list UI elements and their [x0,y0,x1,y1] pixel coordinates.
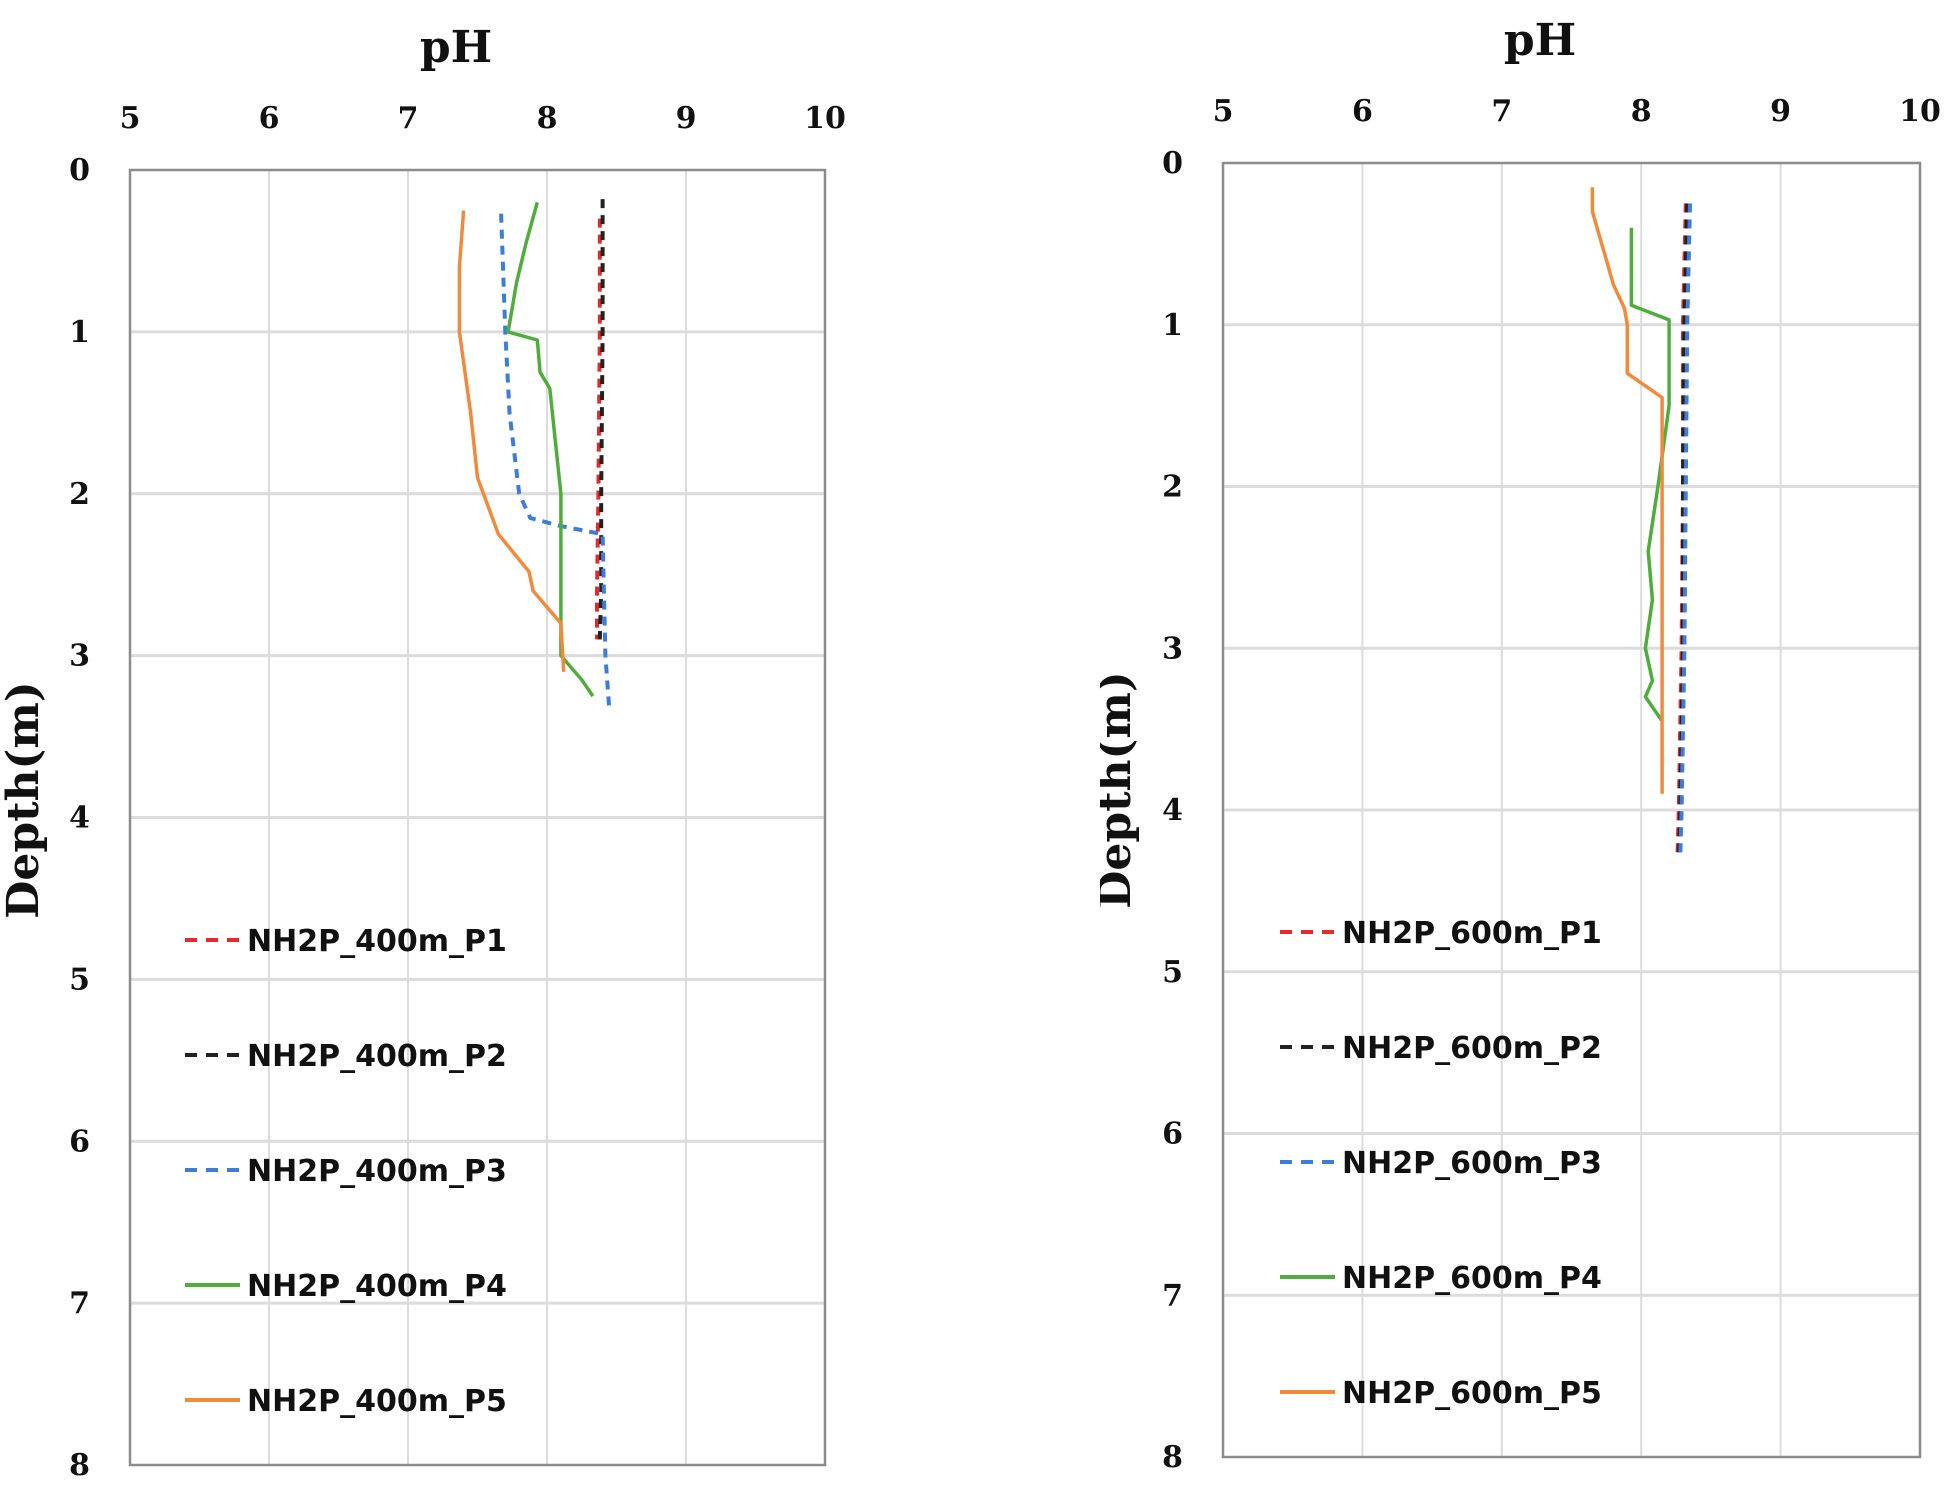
legend-label-1: NH2P_400m_P1 [247,924,507,959]
x-tick-label: 8 [1631,94,1652,129]
legend-label-2: NH2P_400m_P2 [247,1039,507,1074]
legend: NH2P_600m_P1 NH2P_600m_P2 NH2P_600m_P3 NH2P… [1280,916,1602,1411]
y-tick-label: 1 [1162,308,1183,343]
x-axis-title: pH [1504,15,1576,66]
y-tick-label: 7 [1162,1278,1183,1313]
y-axis-title: Depth(m) [1100,671,1141,908]
plot-area-frame [128,168,827,1467]
x-tick-label: 10 [804,101,846,136]
x-tick-label: 6 [1352,94,1373,129]
y-tick-label: 6 [69,1124,90,1159]
series-line-4 [1629,227,1671,722]
series-line-3 [1678,203,1692,859]
legend-label-4: NH2P_600m_P4 [1342,1261,1602,1296]
y-tick-label: 4 [69,801,90,836]
series-group [457,199,612,713]
series-line-5 [1590,187,1664,794]
y-tick-label: 5 [1162,955,1183,990]
series-group [1590,187,1692,859]
x-tick-label: 10 [1899,94,1941,129]
y-tick-label: 2 [69,477,90,512]
chart-600m: 5 6 7 8 9 10012345678pHDepth(m)NH2P_600m_P1NH… [1090,15,1941,1475]
plot-area-frame [1221,161,1922,1459]
y-tick-label: 8 [69,1448,90,1483]
y-tick-label: 3 [1162,631,1183,666]
legend-label-4: NH2P_400m_P4 [247,1269,507,1304]
series-line-5 [457,210,566,672]
series-line-3 [499,213,612,713]
y-tick-label: 0 [69,153,90,188]
y-tick-label: 1 [69,315,90,350]
legend-label-1: NH2P_600m_P1 [1342,916,1602,951]
series-line-2 [597,199,605,640]
chart-panel-400m: 5 6 7 8 9 10 0 1 2 3 4 5 6 7 8 pH Depth(m) NH2P_400m_P1 NH… [0,0,900,1490]
x-tick-label: 7 [1491,94,1512,129]
x-tick-label: 6 [259,101,280,136]
y-axis-title: Depth(m) [0,681,49,918]
legend-label-5: NH2P_400m_P5 [247,1384,507,1419]
chart-panel-600m: 5 6 7 8 9 10 0 1 2 3 4 5 6 7 8 pH Depth(m) NH2P_600m_P1 NH… [1090,0,1945,1490]
y-tick-label: 4 [1162,793,1183,828]
chart-400m: 5 6 7 8 9 10012345678pHDepth(m)NH2P_400m_P1NH… [0,22,846,1483]
series-line-4 [506,201,595,698]
x-tick-label: 9 [1770,94,1791,129]
y-tick-label: 0 [1162,146,1183,181]
y-tick-label: 7 [69,1286,90,1321]
x-tick-label: 5 [120,101,141,136]
x-tick-label: 7 [398,101,419,136]
gridlines [1223,163,1920,1457]
x-tick-label: 8 [537,101,558,136]
x-axis-title: pH [420,22,492,73]
legend-label-2: NH2P_600m_P2 [1342,1031,1602,1066]
y-tick-label: 8 [1162,1440,1183,1475]
y-tick-label: 2 [1162,470,1183,505]
y-tick-label: 3 [69,639,90,674]
legend-label-3: NH2P_600m_P3 [1342,1146,1602,1181]
y-tick-label: 6 [1162,1117,1183,1152]
y-tick-label: 5 [69,962,90,997]
x-tick-label: 9 [676,101,697,136]
x-tick-label: 5 [1213,94,1234,129]
legend-label-3: NH2P_400m_P3 [247,1154,507,1189]
legend: NH2P_400m_P1 NH2P_400m_P2 NH2P_400m_P3 NH2P… [185,924,507,1419]
legend-label-5: NH2P_600m_P5 [1342,1376,1602,1411]
series-line-1 [595,218,602,640]
